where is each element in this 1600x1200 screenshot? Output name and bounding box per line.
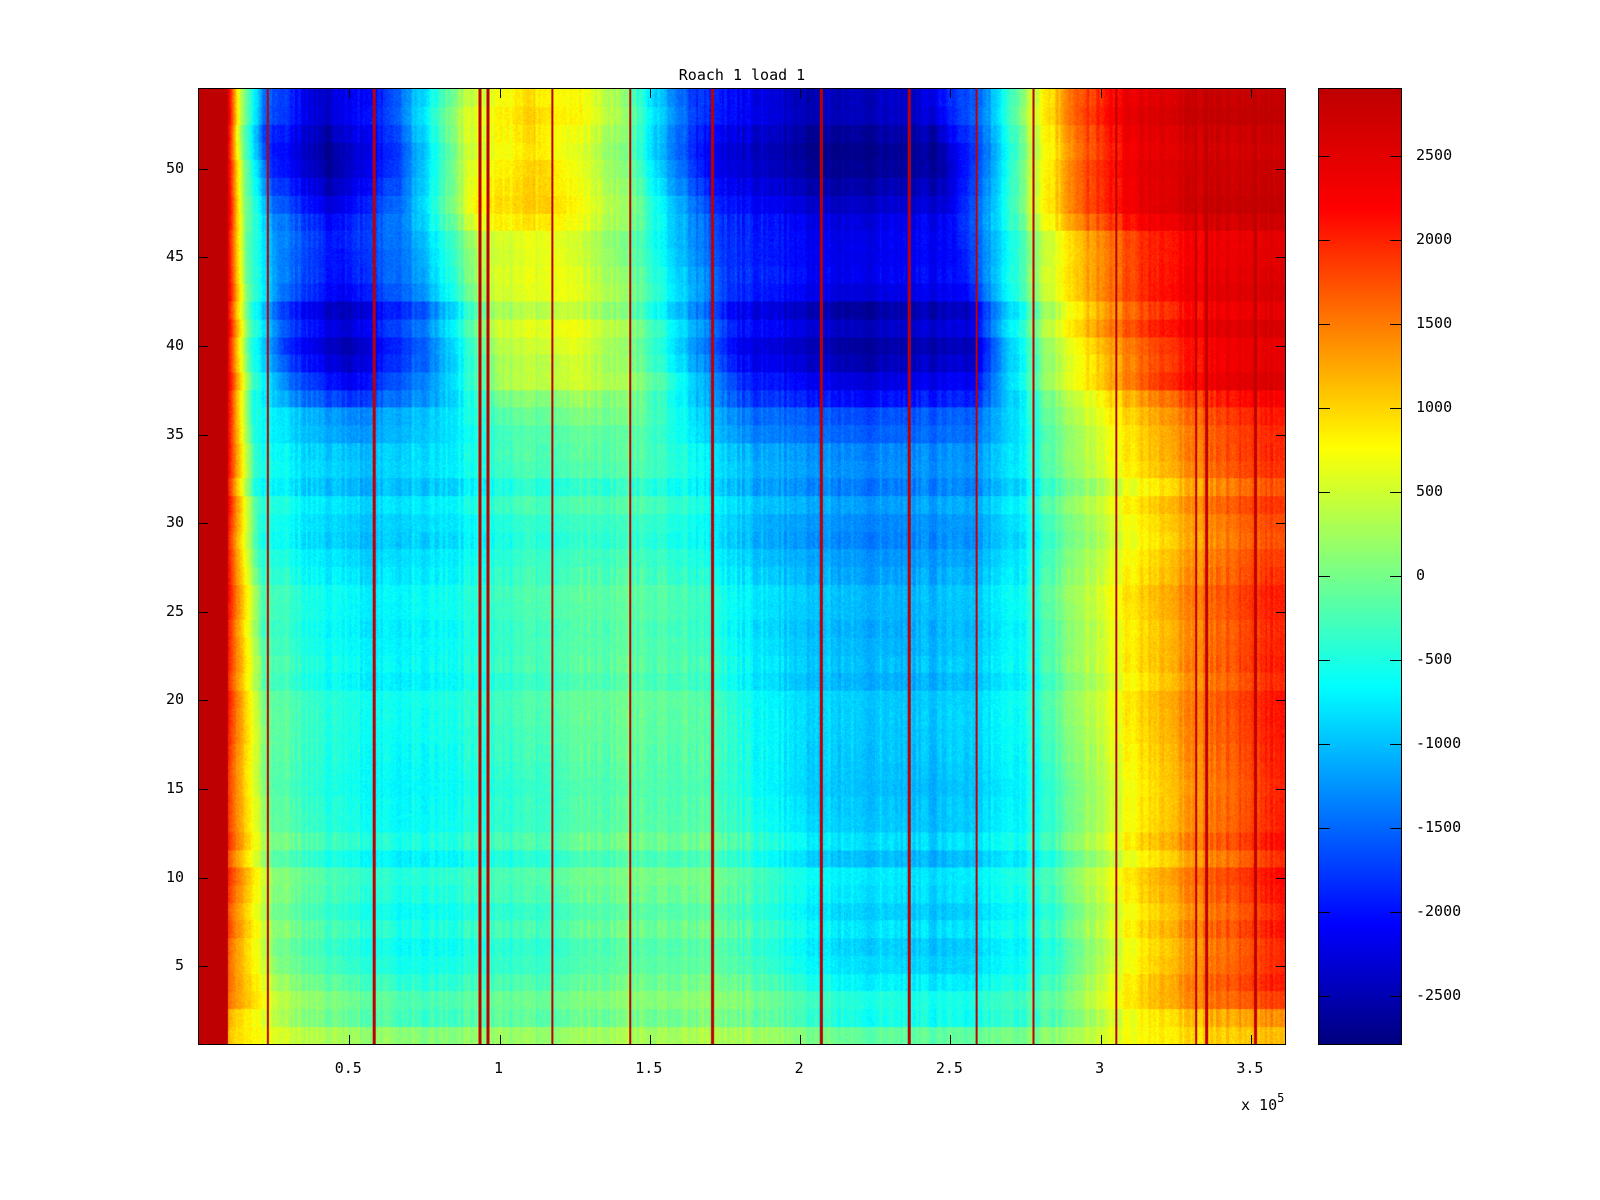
y-tick-label: 50 (165, 158, 184, 177)
colorbar-tick-label: -1000 (1416, 733, 1462, 752)
page-title: Roach 1 load 1 (678, 66, 806, 84)
x-tick-label: 1 (494, 1059, 504, 1077)
colorbar-tick-mark (1319, 575, 1330, 577)
colorbar-tick-mark-right (1390, 156, 1401, 158)
colorbar-tick-mark (1319, 491, 1330, 493)
x-tick-mark-top (1100, 89, 1102, 98)
y-tick-mark-right (1276, 700, 1285, 702)
x-tick-mark (1250, 1035, 1252, 1044)
colorbar-gradient (1319, 89, 1401, 1044)
colorbar-tick-mark (1319, 156, 1330, 158)
y-tick-label: 40 (165, 335, 184, 354)
y-tick-mark-right (1276, 257, 1285, 259)
y-tick-mark (199, 789, 208, 791)
y-tick-mark-right (1276, 877, 1285, 879)
x-tick-mark-top (499, 89, 501, 98)
colorbar-tick-mark-right (1390, 827, 1401, 829)
y-tick-label: 35 (165, 424, 184, 443)
y-tick-mark-right (1276, 789, 1285, 791)
y-tick-mark-right (1276, 345, 1285, 347)
colorbar-tick-label: 500 (1416, 481, 1444, 500)
colorbar-tick-mark (1319, 324, 1330, 326)
x-tick-label: 2 (794, 1059, 804, 1077)
y-tick-mark (199, 966, 208, 968)
colorbar[interactable] (1318, 88, 1402, 1045)
colorbar-tick-mark-right (1390, 575, 1401, 577)
y-tick-mark (199, 257, 208, 259)
colorbar-tick-mark (1319, 827, 1330, 829)
heatmap-image (199, 89, 1285, 1044)
colorbar-tick-mark (1319, 240, 1330, 242)
colorbar-tick-mark (1319, 995, 1330, 997)
colorbar-tick-label: 0 (1416, 565, 1426, 584)
y-tick-label: 30 (165, 513, 184, 532)
y-tick-mark (199, 345, 208, 347)
x-tick-label: 0.5 (334, 1059, 362, 1077)
x-tick-mark-top (349, 89, 351, 98)
x-tick-mark (499, 1035, 501, 1044)
x-tick-label: 2.5 (935, 1059, 963, 1077)
x-axis-exponent-power: 5 (1277, 1091, 1285, 1105)
colorbar-tick-label: 1000 (1416, 398, 1453, 416)
y-tick-mark-right (1276, 611, 1285, 613)
x-tick-mark-top (950, 89, 952, 98)
colorbar-tick-label: 1500 (1416, 314, 1453, 333)
colorbar-tick-mark-right (1390, 659, 1401, 661)
colorbar-tick-mark (1319, 659, 1330, 661)
x-axis-exponent-prefix: x 10 (1241, 1096, 1278, 1114)
y-tick-label: 15 (165, 779, 184, 798)
x-tick-mark (649, 1035, 651, 1044)
x-tick-mark-top (1250, 89, 1252, 98)
colorbar-tick-label: -2500 (1416, 985, 1462, 1004)
colorbar-tick-mark-right (1390, 240, 1401, 242)
y-tick-label: 20 (165, 690, 184, 709)
y-tick-mark (199, 523, 208, 525)
x-tick-label: 3 (1095, 1059, 1105, 1077)
y-tick-label: 5 (174, 956, 184, 975)
colorbar-tick-mark (1319, 743, 1330, 745)
y-tick-mark-right (1276, 966, 1285, 968)
y-tick-label: 10 (165, 867, 184, 886)
colorbar-tick-label: -500 (1416, 649, 1453, 668)
y-tick-mark (199, 700, 208, 702)
y-tick-mark-right (1276, 434, 1285, 436)
x-tick-mark-top (800, 89, 802, 98)
y-tick-mark (199, 434, 208, 436)
colorbar-tick-mark-right (1390, 408, 1401, 409)
x-tick-mark (800, 1035, 802, 1044)
heatmap-axes[interactable] (198, 88, 1286, 1045)
colorbar-tick-mark-right (1390, 491, 1401, 493)
colorbar-tick-label: 2000 (1416, 230, 1453, 249)
y-tick-label: 25 (165, 601, 184, 620)
x-tick-mark (349, 1035, 351, 1044)
x-tick-label: 3.5 (1236, 1059, 1264, 1077)
colorbar-tick-mark (1319, 911, 1330, 913)
colorbar-tick-label: -2000 (1416, 901, 1462, 920)
y-tick-label: 45 (165, 247, 184, 266)
colorbar-tick-label: -1500 (1416, 817, 1462, 836)
colorbar-tick-mark-right (1390, 911, 1401, 913)
x-tick-mark (1100, 1035, 1102, 1044)
colorbar-tick-mark (1319, 408, 1330, 409)
colorbar-tick-mark-right (1390, 743, 1401, 745)
x-axis-exponent-label: x 105 (1241, 1091, 1285, 1114)
colorbar-tick-mark-right (1390, 324, 1401, 326)
x-tick-label: 1.5 (635, 1059, 663, 1077)
x-tick-mark (950, 1035, 952, 1044)
y-tick-mark (199, 168, 208, 170)
y-tick-mark (199, 611, 208, 613)
colorbar-tick-label: 2500 (1416, 146, 1453, 165)
y-tick-mark-right (1276, 523, 1285, 525)
y-tick-mark (199, 877, 208, 879)
colorbar-tick-mark-right (1390, 995, 1401, 997)
x-tick-mark-top (649, 89, 651, 98)
y-tick-mark-right (1276, 168, 1285, 170)
